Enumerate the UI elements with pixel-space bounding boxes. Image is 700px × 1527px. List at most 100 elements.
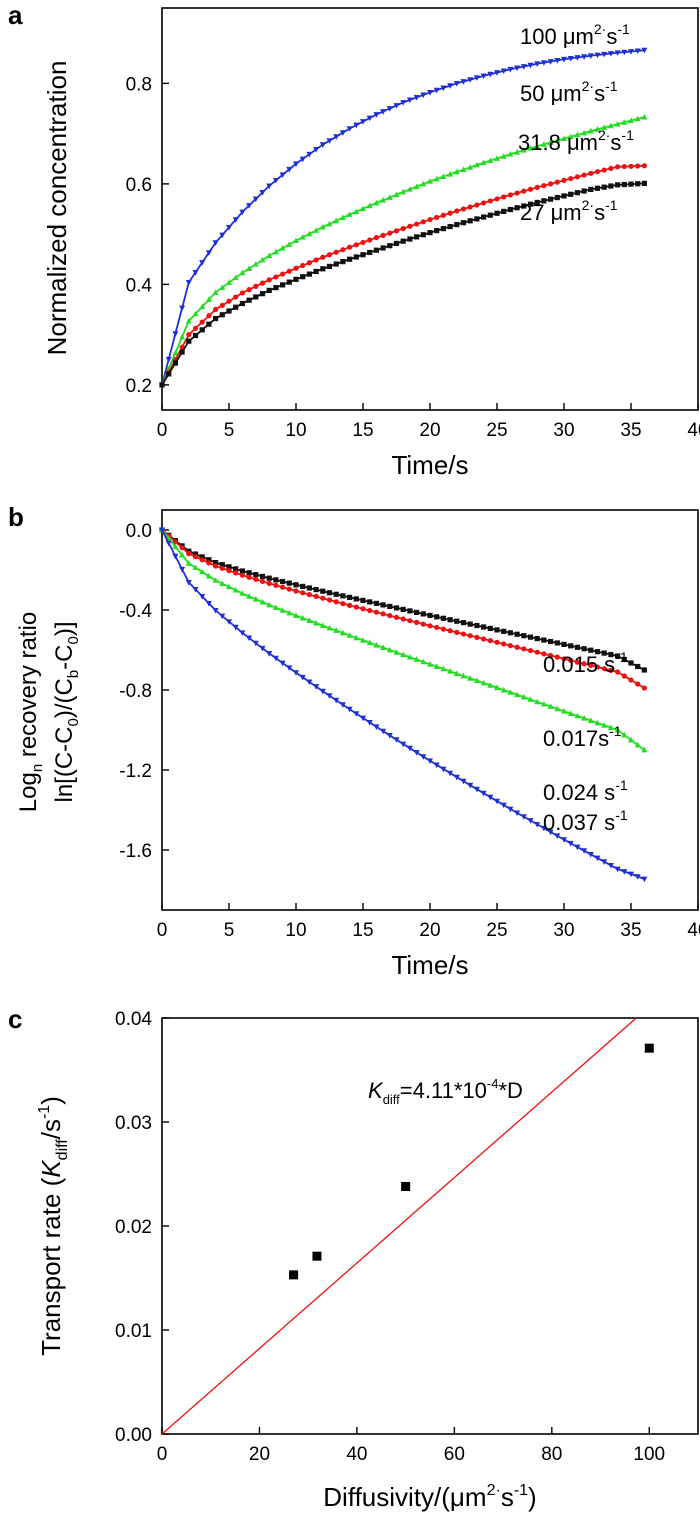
panel-a-data-point xyxy=(487,157,494,164)
panel-c-plot xyxy=(161,1017,654,1435)
panel-a-data-point xyxy=(607,122,614,129)
panel-c-equation: Kdiff=4.11*10-4*D xyxy=(368,1076,523,1107)
panel-a-data-point xyxy=(568,175,574,182)
panel-a-data-point xyxy=(406,186,413,192)
panel-a-data-point xyxy=(541,183,547,189)
panel-b-data-point xyxy=(420,658,427,665)
panel-a-data-point xyxy=(548,196,554,202)
panel-a-data-point xyxy=(293,265,299,271)
panel-b-data-point xyxy=(213,560,219,566)
panel-a-data-point xyxy=(588,170,594,176)
panel-b-data-point xyxy=(306,617,313,623)
panel-b-data-point xyxy=(346,632,353,638)
panel-b-data-point xyxy=(286,586,292,592)
panel-a-data-point xyxy=(293,161,299,167)
panel-a-data-point xyxy=(326,138,333,144)
panel-a-data-point xyxy=(427,178,433,184)
panel-c-y-axis-label: Transport rate (Kdiff/s-1) xyxy=(36,1096,71,1356)
panel-b-data-point xyxy=(380,644,387,650)
panel-a-x-axis-label: Time/s xyxy=(391,450,468,480)
panel-a-data-point xyxy=(453,80,460,87)
panel-b-x-tick-label: 15 xyxy=(352,920,373,941)
panel-b-data-point xyxy=(581,715,588,721)
panel-a-data-point xyxy=(333,134,340,140)
panel-c-label: c xyxy=(8,1004,22,1034)
panel-b-data-point xyxy=(481,636,487,642)
panel-a-data-point xyxy=(507,192,513,198)
panel-b-data-point xyxy=(520,693,527,700)
panel-b-x-ticks: 0 5 10 15 20 25 30 35 40 xyxy=(157,903,700,941)
panel-b-data-point xyxy=(440,665,447,672)
panel-b-data-point xyxy=(561,656,567,662)
panel-c-x-ticks: 0 20 40 60 80 100 xyxy=(157,1427,665,1465)
panel-b-data-point xyxy=(507,630,513,636)
panel-a-y-axis-label: Normalized concentration xyxy=(42,61,72,356)
panel-b-data-point xyxy=(400,606,406,612)
panel-a-data-point xyxy=(453,168,460,175)
panel-a-data-point xyxy=(386,194,393,200)
panel-a-data-point xyxy=(366,115,373,122)
panel-b-data-point xyxy=(320,595,326,601)
panel-b-data-point xyxy=(279,607,286,613)
panel-a-data-point xyxy=(360,239,366,246)
panel-a-data-point xyxy=(501,194,507,200)
panel-a-data-point xyxy=(347,244,353,250)
panel-a-series-4 xyxy=(159,180,647,388)
panel-a-data-point xyxy=(440,85,447,92)
panel-a-data-point xyxy=(192,310,199,317)
panel-b-data-point xyxy=(574,644,580,650)
panel-b-data-point xyxy=(621,656,627,663)
panel-b-data-point xyxy=(467,621,473,627)
panel-b-data-point xyxy=(367,607,373,614)
panel-a-data-point xyxy=(434,214,440,221)
panel-a-data-point xyxy=(373,112,380,118)
panel-b-data-point xyxy=(480,790,487,797)
scatter-point xyxy=(289,1270,299,1280)
panel-b-data-point xyxy=(280,584,286,590)
panel-a-y-tick-label: 0.8 xyxy=(126,74,152,95)
panel-b-data-point xyxy=(246,635,253,642)
panel-a-data-point xyxy=(226,298,232,304)
panel-b-data-point xyxy=(594,649,601,655)
panel-a-data-point xyxy=(406,97,413,104)
panel-b-data-point xyxy=(366,720,373,726)
panel-b-data-point xyxy=(407,618,413,624)
panel-b-data-point xyxy=(427,661,433,667)
panel-a-data-point xyxy=(567,133,574,140)
panel-a-data-point xyxy=(621,119,628,125)
panel-b-data-point xyxy=(547,703,554,709)
panel-a-data-point xyxy=(480,159,487,166)
panel-a-data-point xyxy=(460,166,467,172)
panel-a-data-point xyxy=(621,163,627,170)
panel-b-data-point xyxy=(293,612,299,618)
panel-b-data-point xyxy=(219,613,226,620)
panel-a-data-point xyxy=(320,266,326,272)
panel-b-data-point xyxy=(313,619,320,626)
panel-b-data-point xyxy=(347,602,353,609)
panel-b-data-point xyxy=(373,724,380,730)
panel-b-data-point xyxy=(554,654,560,660)
panel-b-data-point xyxy=(433,762,440,769)
panel-c-y-tick-label: 0.03 xyxy=(115,1113,152,1134)
panel-b-data-point xyxy=(205,601,212,607)
panel-b-data-point xyxy=(319,622,326,628)
panel-a-data-point xyxy=(186,338,192,344)
panel-b-data-point xyxy=(447,770,454,777)
panel-a-data-point xyxy=(320,254,326,260)
panel-a-data-point xyxy=(246,265,253,271)
panel-a-data-point xyxy=(440,173,447,179)
panel-b-data-point xyxy=(206,560,212,566)
panel-a-data-point xyxy=(340,259,346,265)
panel-a-data-point xyxy=(226,308,232,314)
panel-b-data-point xyxy=(628,736,634,743)
panel-a-data-point xyxy=(641,113,648,120)
scatter-point xyxy=(312,1251,322,1261)
panel-b-data-point xyxy=(326,597,333,603)
panel-b-data-point xyxy=(326,693,333,699)
panel-a-x-tick-label: 10 xyxy=(285,420,306,441)
panel-b-data-point xyxy=(527,634,534,640)
panel-a-data-point xyxy=(266,183,273,190)
panel-b-data-point xyxy=(635,663,641,670)
panel-a-series-3 xyxy=(159,163,648,388)
panel-a-data-point xyxy=(594,52,601,59)
